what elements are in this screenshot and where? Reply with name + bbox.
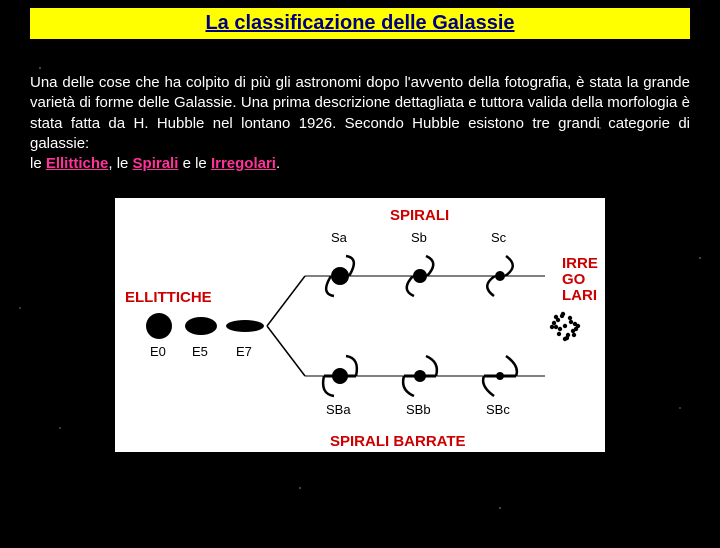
- hubble-diagram: ELLITTICHE SPIRALI IRREGOLARI SPIRALI BARRA…: [115, 198, 605, 452]
- svg-text:GO: GO: [562, 271, 586, 288]
- svg-text:Sa: Sa: [331, 230, 348, 245]
- description-text: Una delle cose che ha colpito di più gli…: [30, 73, 690, 174]
- svg-text:SBc: SBc: [486, 402, 510, 417]
- svg-text:SPIRALI: SPIRALI: [390, 207, 449, 224]
- links-mid2: e le: [178, 155, 211, 172]
- svg-text:E7: E7: [236, 344, 252, 359]
- page-title: La classificazione delle Galassie: [205, 12, 514, 34]
- links-prefix: le: [30, 155, 46, 172]
- svg-text:ELLITTICHE: ELLITTICHE: [125, 289, 212, 306]
- links-mid1: , le: [108, 155, 132, 172]
- paragraph-main: Una delle cose che ha colpito di più gli…: [30, 74, 690, 152]
- link-ellittiche[interactable]: Ellittiche: [46, 155, 109, 172]
- svg-text:SBa: SBa: [326, 402, 351, 417]
- svg-text:IRRE: IRRE: [562, 255, 598, 272]
- svg-text:E5: E5: [192, 344, 208, 359]
- links-suffix: .: [276, 155, 280, 172]
- svg-text:LARI: LARI: [562, 287, 597, 304]
- svg-text:Sc: Sc: [491, 230, 507, 245]
- title-bar: La classificazione delle Galassie: [30, 8, 690, 39]
- link-spirali[interactable]: Spirali: [133, 155, 179, 172]
- svg-text:E0: E0: [150, 344, 166, 359]
- svg-text:SPIRALI BARRATE: SPIRALI BARRATE: [330, 433, 466, 450]
- svg-text:Sb: Sb: [411, 230, 427, 245]
- svg-text:SBb: SBb: [406, 402, 431, 417]
- link-irregolari[interactable]: Irregolari: [211, 155, 276, 172]
